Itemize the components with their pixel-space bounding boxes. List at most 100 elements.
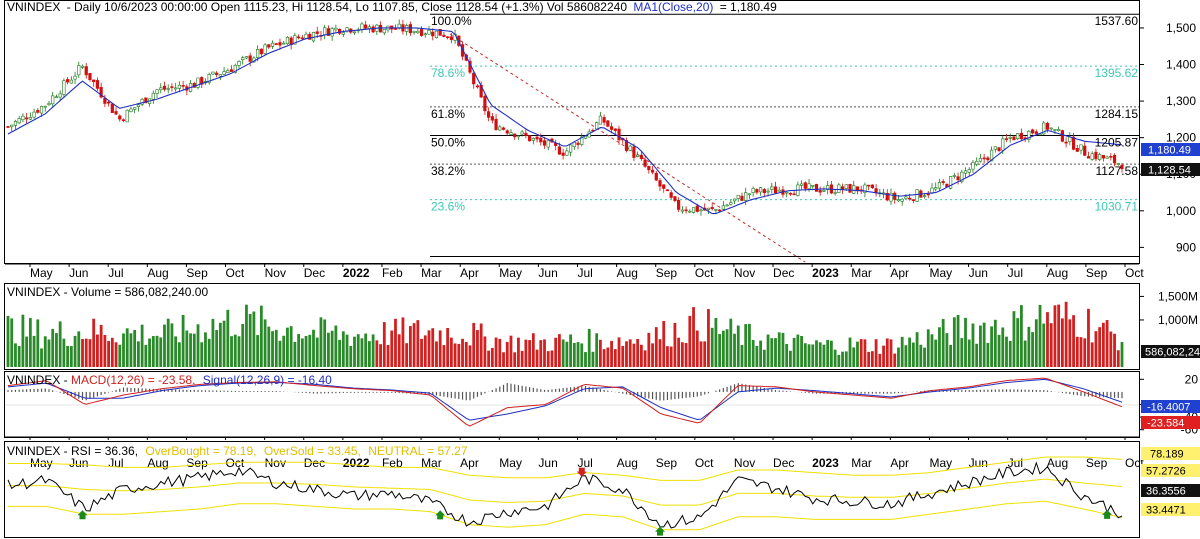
candle-body xyxy=(10,124,14,128)
candle-body xyxy=(956,176,960,181)
volume-bar xyxy=(721,330,725,367)
candle-body xyxy=(1086,156,1091,159)
rsi-legend-label: RSI = 36.36, xyxy=(71,444,138,458)
volume-bar xyxy=(319,317,323,367)
signal-legend-label: Signal(12,26,9) = -16.40 xyxy=(203,373,332,387)
candle-body xyxy=(695,205,699,212)
candle-body xyxy=(535,136,539,140)
price-header: VNINDEX - Daily 10/6/2023 00:00:00 Open … xyxy=(7,0,777,14)
volume-bar xyxy=(766,334,770,367)
macd-x-label: Jun xyxy=(69,456,88,470)
macd-x-label: Nov xyxy=(734,456,755,470)
volume-bar xyxy=(598,339,602,367)
rsi-panel-frame[interactable] xyxy=(4,441,1140,538)
macd-x-label: Feb xyxy=(382,456,403,470)
volume-bar xyxy=(572,342,576,367)
volume-bar xyxy=(230,336,233,367)
volume-bar xyxy=(446,327,450,367)
volume-bar xyxy=(181,314,185,367)
candle-body xyxy=(1008,137,1012,139)
candle-body xyxy=(95,80,100,89)
volume-bar xyxy=(66,345,70,367)
volume-bar xyxy=(468,345,472,367)
candle-body xyxy=(28,117,32,120)
volume-bar xyxy=(561,339,565,367)
volume-bar xyxy=(163,324,166,367)
candle-body xyxy=(606,120,610,127)
price-y-tick-label: 1,300 xyxy=(1166,94,1196,108)
candle-body xyxy=(714,209,718,211)
candle-body xyxy=(278,42,282,46)
volume-y-tick-label: 1,500M xyxy=(1158,289,1198,303)
volume-bar xyxy=(241,324,245,367)
macd-x-label: Jul xyxy=(1008,456,1023,470)
volume-bar xyxy=(625,341,628,367)
candle-body xyxy=(382,28,386,34)
volume-bar xyxy=(364,333,368,367)
header-info: - Daily 10/6/2023 00:00:00 Open 1115.23,… xyxy=(67,0,628,14)
price-x-label: Sep xyxy=(656,266,678,280)
volume-bar xyxy=(483,336,487,367)
candle-body xyxy=(561,152,565,156)
price-panel-frame[interactable] xyxy=(4,0,1140,264)
volume-bar xyxy=(919,344,923,367)
volume-bar xyxy=(822,344,826,367)
candle-body xyxy=(807,183,811,190)
candle-body xyxy=(617,128,621,141)
volume-bar xyxy=(10,318,14,367)
volume-bar xyxy=(92,318,96,367)
volume-bar xyxy=(867,351,871,367)
candle-body xyxy=(438,29,442,36)
volume-bar xyxy=(680,342,684,367)
volume-bar xyxy=(40,348,43,367)
volume-bar xyxy=(289,326,293,367)
volume-panel-frame[interactable] xyxy=(4,283,1140,370)
volume-bar xyxy=(204,332,207,367)
volume-bar xyxy=(539,340,543,367)
candle-body xyxy=(889,192,893,202)
volume-bar xyxy=(837,354,841,367)
candle-body xyxy=(1053,129,1057,131)
price-x-label: Mar xyxy=(421,266,442,280)
volume-bar xyxy=(785,343,789,367)
volume-bar xyxy=(118,344,122,367)
candle-body xyxy=(323,27,327,35)
volume-bar xyxy=(271,331,274,367)
candle-body xyxy=(196,77,200,88)
volume-bar xyxy=(774,338,777,367)
volume-bar xyxy=(1012,311,1016,367)
macd-x-label: Apr xyxy=(460,456,479,470)
volume-bar xyxy=(323,319,327,367)
candle-body xyxy=(833,192,837,194)
volume-bar xyxy=(688,315,692,367)
candle-body xyxy=(505,130,509,134)
candle-body xyxy=(1034,131,1038,134)
candle-body xyxy=(673,196,677,201)
volume-bar xyxy=(960,338,964,367)
close-tag-text: 1,128.54 xyxy=(1148,165,1191,177)
candle-body xyxy=(814,184,819,192)
volume-bar xyxy=(405,343,409,367)
volume-bar xyxy=(826,339,830,367)
volume-bar xyxy=(382,322,386,367)
candle-body xyxy=(393,28,398,30)
fib-pct-label: 100.0% xyxy=(431,14,472,28)
candle-body xyxy=(215,72,219,75)
volume-bar xyxy=(908,337,912,367)
candle-body xyxy=(17,118,21,124)
volume-bar xyxy=(565,341,569,367)
candle-body xyxy=(691,207,696,213)
candle-body xyxy=(762,189,766,194)
rsi-overbought-line xyxy=(8,456,1123,481)
candle-body xyxy=(136,104,141,107)
candle-body xyxy=(73,75,77,80)
rsi-buy-arrow xyxy=(77,510,88,520)
candle-body xyxy=(427,29,431,35)
rsi-ob-tag-text: 78.189 xyxy=(1150,449,1184,461)
volume-bar xyxy=(818,342,822,367)
candle-body xyxy=(241,57,245,61)
volume-bar xyxy=(259,305,263,367)
volume-bar xyxy=(692,307,695,367)
volume-bar xyxy=(941,319,945,367)
